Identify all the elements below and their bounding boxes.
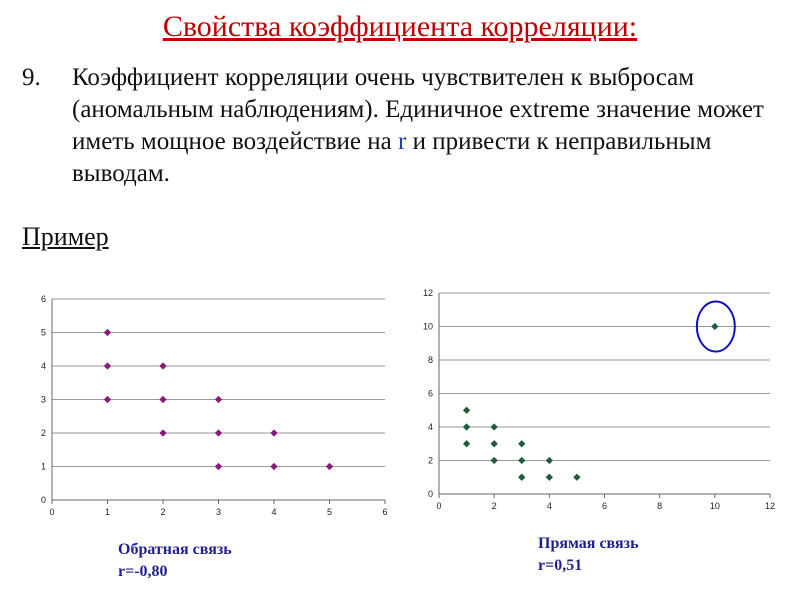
- right-chart-x-tick-label: 10: [710, 501, 720, 511]
- scatter-chart-direct-svg: 0 2 4 6 8 10 12 0 2 4 6 8 10 12: [423, 288, 775, 511]
- scatter-chart-inverse-svg: 0 1 2 3 4 5 6 0 1 2 3 4 5 6: [41, 294, 388, 517]
- item-text-before: Коэффициент корреляции очень чувствителе…: [72, 64, 764, 155]
- left-chart-x-tick-label: 6: [382, 507, 387, 517]
- right-chart-point: [545, 456, 554, 465]
- left-chart-y-tick-label: 1: [41, 462, 46, 472]
- scatter-chart-direct: 0 2 4 6 8 10 12 0 2 4 6 8 10 12: [415, 282, 780, 522]
- right-chart-point: [462, 439, 471, 448]
- left-chart-x-tick-label: 4: [271, 507, 276, 517]
- left-chart-point: [214, 429, 223, 437]
- right-chart-y-tick-label: 10: [423, 322, 433, 332]
- right-chart-point: [490, 423, 498, 431]
- right-chart-x-tick-label: 4: [547, 501, 552, 511]
- right-chart-y-tick-label: 12: [423, 288, 433, 298]
- left-chart-point: [159, 429, 167, 437]
- left-chart-y-tick-label: 0: [41, 495, 46, 505]
- scatter-chart-inverse: 0 1 2 3 4 5 6 0 1 2 3 4 5 6: [30, 290, 395, 525]
- left-chart-point: [214, 395, 223, 404]
- left-chart-y-tick-label: 6: [41, 294, 46, 304]
- left-chart-point: [325, 462, 334, 471]
- right-chart-point: [517, 439, 526, 448]
- item-text-after: и привести к неправильным выводам.: [72, 128, 712, 187]
- right-chart-point: [517, 473, 526, 482]
- left-chart-x-tick-label: 2: [160, 507, 165, 517]
- left-chart-x-tick-label: 1: [105, 507, 110, 517]
- left-chart-point: [214, 462, 223, 471]
- example-heading: Пример: [22, 222, 109, 251]
- left-chart-x-tick-label: 5: [327, 507, 332, 517]
- right-chart-point: [517, 456, 526, 465]
- left-chart-point: [159, 362, 167, 370]
- right-chart-x-tick-label: 6: [602, 501, 607, 511]
- left-chart-y-tick-label: 4: [41, 361, 46, 371]
- left-chart-y-tick-label: 2: [41, 428, 46, 438]
- right-chart-y-tick-label: 2: [428, 456, 433, 466]
- right-chart-point: [545, 473, 554, 482]
- right-chart-y-tick-label: 0: [428, 489, 433, 499]
- right-chart-x-tick-label: 2: [492, 501, 497, 511]
- caption-inverse-r: r=-0,80: [118, 563, 168, 580]
- right-chart-point: [711, 322, 719, 331]
- right-chart-x-tick-label: 8: [657, 501, 662, 511]
- left-chart-x-tick-label: 3: [216, 507, 221, 517]
- slide-title: Свойства коэффициента корреляции:: [162, 10, 638, 43]
- left-chart-x-tick-label: 0: [49, 507, 54, 517]
- left-chart-point: [270, 429, 278, 437]
- left-chart-y-tick-label: 3: [41, 395, 46, 405]
- right-chart-outlier-circle: [695, 300, 736, 353]
- right-chart-x-tick-label: 0: [436, 501, 441, 511]
- right-chart-point: [462, 423, 471, 431]
- caption-direct: Прямая связь r=0,51: [538, 533, 639, 577]
- caption-direct-label: Прямая связь: [538, 535, 639, 552]
- list-item-number: 9.: [22, 64, 41, 91]
- right-chart-y-tick-label: 8: [428, 355, 433, 365]
- right-chart-y-tick-label: 4: [428, 422, 433, 432]
- caption-inverse-label: Обратная связь: [118, 541, 232, 558]
- right-chart-point: [490, 456, 498, 465]
- list-item-text: Коэффициент корреляции очень чувствителе…: [72, 62, 782, 190]
- right-chart-y-tick-label: 6: [428, 389, 433, 399]
- left-chart-y-tick-label: 5: [41, 328, 46, 338]
- caption-direct-r: r=0,51: [538, 557, 583, 574]
- caption-inverse: Обратная связь r=-0,80: [118, 539, 232, 583]
- left-chart-point: [103, 328, 112, 337]
- right-chart-x-tick-label: 12: [765, 501, 775, 511]
- right-chart-point: [462, 406, 471, 415]
- left-chart-point: [103, 362, 112, 370]
- left-chart-point: [270, 462, 278, 471]
- right-chart-point: [573, 473, 581, 482]
- left-chart-point: [103, 395, 112, 404]
- left-chart-point: [159, 395, 167, 404]
- item-text-variable: r: [398, 128, 407, 155]
- right-chart-point: [490, 439, 498, 448]
